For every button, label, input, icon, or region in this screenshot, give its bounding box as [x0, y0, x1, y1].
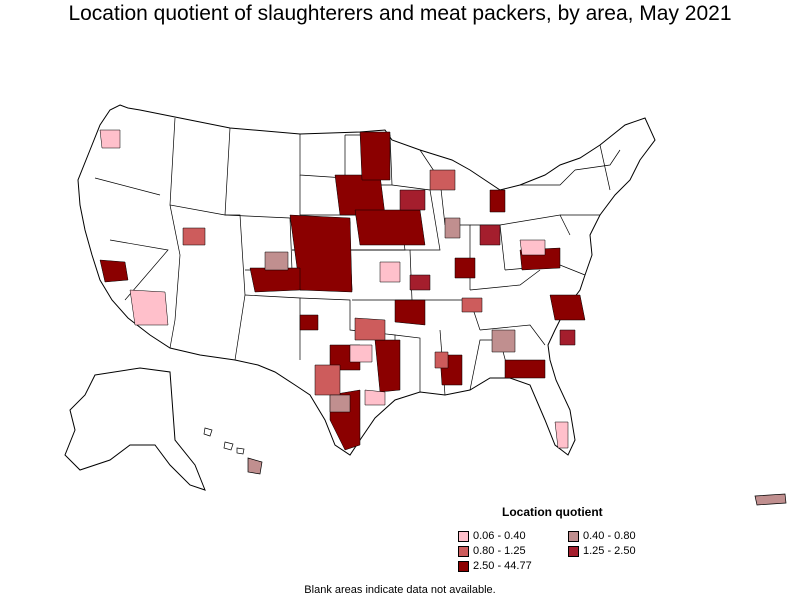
area-south-dakota-east: [334, 174, 386, 216]
legend-item-3: 1.25 - 2.50: [568, 545, 678, 557]
area-louisiana-north: [374, 339, 401, 393]
legend-swatch-3: [568, 545, 579, 557]
area-texas-san-antonio: [329, 394, 351, 413]
area-texas-houston: [364, 389, 386, 406]
area-missouri-west: [379, 261, 401, 283]
area-texas-dallas: [349, 344, 373, 363]
area-north-carolina: [549, 294, 586, 321]
area-arkansas: [394, 299, 426, 326]
legend-label-4: 2.50 - 44.77: [473, 560, 532, 572]
area-south-carolina: [559, 329, 576, 346]
area-arizona: [129, 289, 169, 326]
area-colorado-east: [249, 267, 301, 293]
area-georgia-north: [491, 329, 516, 353]
area-iowa: [354, 209, 426, 246]
area-oklahoma-east: [354, 317, 386, 341]
legend-title: Location quotient: [502, 505, 603, 519]
area-tennessee: [461, 297, 483, 313]
area-minnesota-west: [359, 131, 391, 181]
alaska-outline: [64, 367, 206, 491]
footnote: Blank areas indicate data not available.: [304, 584, 496, 596]
legend-label-2: 0.80 - 1.25: [473, 545, 526, 557]
hawaii-islands: [203, 427, 263, 475]
legend-swatch-0: [458, 530, 469, 542]
legend-item-4: 2.50 - 44.77: [458, 560, 568, 572]
area-washington: [99, 129, 121, 149]
legend-label-1: 0.40 - 0.80: [583, 530, 636, 542]
legend-swatch-4: [458, 560, 469, 572]
area-wisconsin-east: [429, 169, 456, 191]
legend-label-3: 1.25 - 2.50: [583, 545, 636, 557]
area-missouri-south: [409, 274, 431, 291]
area-utah: [182, 227, 206, 246]
area-pennsylvania: [519, 239, 546, 256]
legend: 0.06 - 0.40 0.40 - 0.80 0.80 - 1.25 1.25…: [458, 530, 678, 572]
map-title: Location quotient of slaughterers and me…: [68, 2, 732, 25]
legend-item-2: 0.80 - 1.25: [458, 545, 568, 557]
area-illinois: [444, 217, 461, 239]
area-california-central: [99, 259, 129, 283]
area-indiana: [479, 224, 501, 246]
area-florida-east: [554, 421, 569, 449]
legend-swatch-2: [458, 545, 469, 557]
area-michigan: [489, 189, 506, 213]
area-colorado-front: [264, 251, 289, 271]
legend-item-0: 0.06 - 0.40: [458, 530, 568, 542]
legend-swatch-1: [568, 530, 579, 542]
area-kansas-nebraska: [289, 214, 353, 293]
area-georgia-south: [504, 359, 546, 379]
area-kentucky: [454, 257, 476, 279]
area-texas-panhandle: [299, 314, 319, 331]
legend-label-0: 0.06 - 0.40: [473, 530, 526, 542]
puerto-rico-outline: [754, 493, 787, 506]
area-wisconsin: [399, 189, 426, 211]
area-alabama-west: [434, 351, 449, 369]
legend-item-1: 0.40 - 0.80: [568, 530, 678, 542]
area-shading: [99, 129, 586, 451]
area-texas-central: [314, 364, 341, 396]
